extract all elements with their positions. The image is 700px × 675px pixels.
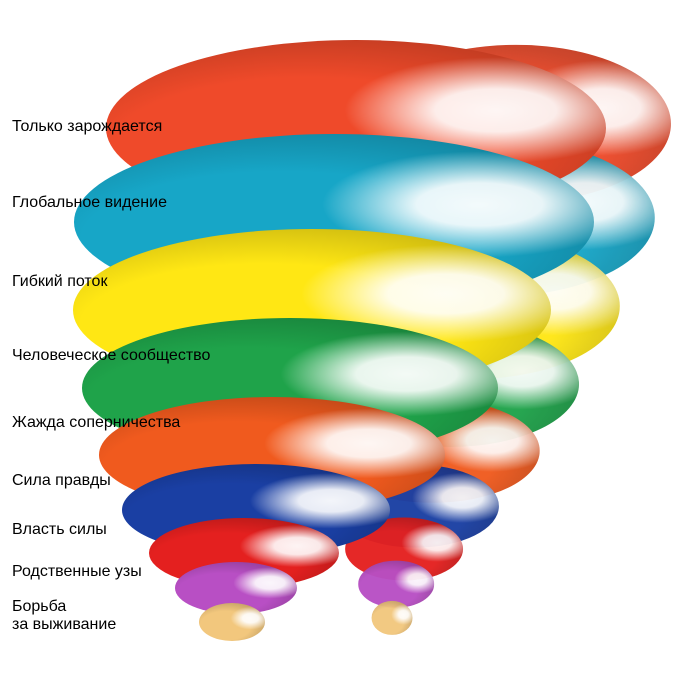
level-label-beige: Борьба за выживание	[12, 598, 116, 635]
level-label-red: Власть силы	[12, 521, 107, 539]
level-label-green: Человеческое сообщество	[12, 347, 210, 365]
level-label-orange: Жажда соперничества	[12, 414, 180, 432]
level-label-purple: Родственные узы	[12, 563, 142, 581]
level-label-blue: Сила правды	[12, 472, 111, 490]
spiral-disc-beige	[199, 603, 265, 641]
level-label-coral: Только зарождается	[12, 118, 162, 136]
level-label-turquoise: Глобальное видение	[12, 194, 167, 212]
spiral-disc-beige-back	[372, 601, 413, 635]
level-label-yellow: Гибкий поток	[12, 273, 107, 291]
